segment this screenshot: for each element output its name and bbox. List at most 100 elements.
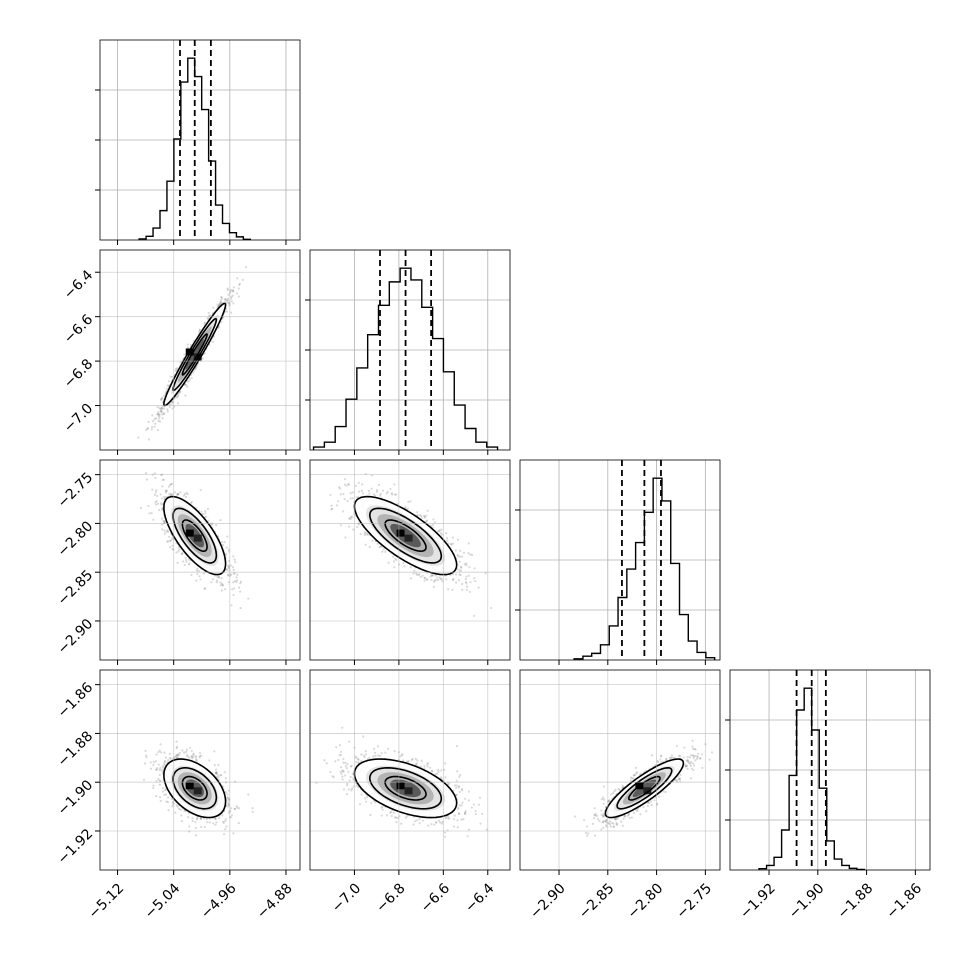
scatter-point	[190, 755, 193, 758]
scatter-point	[344, 765, 348, 768]
scatter-point	[214, 817, 217, 821]
scatter-point	[602, 812, 605, 815]
density-contour	[368, 507, 443, 564]
x-tick-label: −4.96	[198, 880, 240, 922]
scatter-point	[195, 569, 198, 572]
scatter-point	[692, 754, 695, 758]
scatter-point	[461, 588, 464, 591]
scatter-point	[190, 500, 193, 504]
scatter-point	[348, 779, 351, 782]
scatter-point	[393, 483, 396, 486]
scatter-point	[158, 407, 161, 410]
scatter-point	[407, 760, 410, 764]
scatter-point	[629, 779, 632, 782]
scatter-point	[230, 297, 233, 300]
scatter-point	[650, 754, 653, 757]
scatter-point	[419, 765, 422, 768]
scatter-point	[691, 745, 694, 748]
scatter-point	[458, 775, 461, 779]
scatter-point	[224, 827, 227, 831]
scatter-point	[169, 539, 172, 543]
scatter-point	[161, 485, 164, 488]
scatter-point	[161, 517, 164, 520]
scatter-point	[700, 753, 704, 756]
scatter-point	[167, 796, 170, 799]
scatter-point	[221, 583, 224, 586]
scatter-point	[154, 422, 157, 425]
scatter-point	[464, 580, 468, 584]
scatter-point	[602, 814, 605, 818]
scatter-point	[359, 532, 362, 536]
density-core-block	[404, 534, 413, 542]
scatter-point	[677, 777, 680, 781]
scatter-point	[166, 540, 169, 543]
scatter-point	[455, 793, 458, 797]
scatter-point	[224, 777, 227, 780]
scatter-point	[410, 758, 413, 762]
scatter-point	[233, 572, 237, 575]
scatter-point	[225, 310, 229, 313]
scatter-point	[685, 764, 688, 767]
scatter-point	[220, 295, 223, 299]
scatter-point	[156, 428, 160, 432]
scatter-point	[198, 330, 201, 334]
scatter-point	[420, 514, 423, 517]
scatter-point	[354, 755, 357, 758]
scatter-point	[169, 539, 173, 542]
scatter-point	[347, 482, 350, 486]
scatter-point	[355, 496, 358, 499]
scatter-point	[224, 791, 228, 794]
scatter-point	[380, 814, 383, 817]
scatter-point	[672, 756, 676, 759]
scatter-point	[147, 438, 150, 441]
scatter-point	[466, 835, 469, 838]
scatter-point	[176, 561, 179, 564]
scatter-point	[430, 574, 433, 577]
scatter-point	[630, 777, 634, 780]
scatter-point	[451, 578, 454, 581]
scatter-point	[464, 810, 467, 813]
scatter-point	[632, 811, 635, 814]
scatter-point	[220, 301, 223, 304]
scatter-point	[183, 492, 187, 496]
scatter-point	[161, 405, 164, 408]
scatter-point	[463, 812, 467, 816]
scatter-point	[145, 478, 149, 481]
scatter-point	[481, 812, 484, 815]
density-contour	[616, 766, 673, 810]
scatter-point	[450, 543, 453, 546]
scatter-point	[602, 815, 605, 818]
scatter-point	[338, 754, 341, 757]
scatter-point	[227, 566, 230, 569]
scatter-point	[615, 823, 618, 826]
scatter-point	[185, 491, 188, 494]
scatter-point	[192, 753, 195, 756]
scatter-point	[586, 825, 589, 828]
scatter-point	[342, 770, 345, 773]
scatter-point	[604, 820, 607, 823]
scatter-point	[201, 357, 205, 360]
scatter-point	[213, 764, 216, 767]
scatter-point	[171, 407, 174, 410]
scatter-point	[355, 784, 358, 787]
panel-content	[100, 250, 300, 450]
scatter-point	[159, 407, 163, 410]
scatter-point	[381, 489, 385, 492]
scatter-point	[593, 813, 596, 816]
density-core-block	[396, 782, 405, 790]
scatter-point	[210, 581, 213, 584]
x-tick-label: −5.12	[86, 880, 128, 922]
scatter-point	[185, 384, 188, 387]
scatter-point	[423, 516, 427, 519]
x-tick-label: −6.8	[373, 880, 408, 915]
scatter-point	[433, 580, 436, 583]
scatter-point	[375, 490, 378, 493]
scatter-point	[600, 798, 603, 801]
scatter-point	[217, 575, 220, 579]
scatter-point	[635, 809, 638, 812]
scatter-point	[629, 776, 632, 779]
scatter-point	[218, 816, 221, 820]
scatter-point	[143, 778, 146, 781]
scatter-point	[169, 375, 172, 378]
scatter-point	[168, 483, 172, 487]
